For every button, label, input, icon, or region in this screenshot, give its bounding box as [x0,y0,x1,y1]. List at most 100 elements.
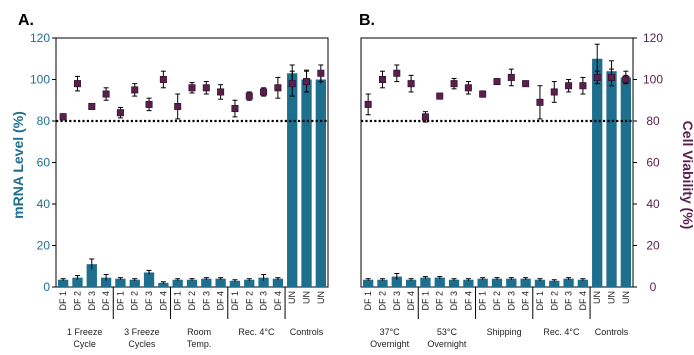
viability-marker [102,90,110,98]
panel-a-label: A. [18,12,34,29]
group-label: Shipping [487,327,522,337]
x-tick-label: DF 4 [273,291,283,311]
panel-b: B. Cell Viability (%) 0 20 40 60 80 100 120 DF … [359,12,694,349]
x-tick-label: DF 2 [377,291,387,311]
group-label: 53°C [437,327,458,337]
y-tick-label-left: 20 [37,239,51,253]
mrna-bar [129,279,140,287]
y-axis-title-right: Cell Viability (%) [680,121,694,230]
group-label: Temp. [187,339,212,349]
x-tick-label: DF 4 [521,291,531,311]
mrna-bar [491,278,503,287]
viability-marker [145,100,153,108]
y-tick-label-right: 40 [646,197,660,211]
x-tick-label: DF 1 [363,291,373,311]
x-tick-label: DF 2 [72,291,82,311]
x-tick-label: DF 2 [549,291,559,311]
panel-a-plot: 0 20 40 60 80 100 120 DF 1 DF 2 DF 3 DF 4 DF 1 DF 2 D… [30,31,329,349]
viability-marker [217,88,225,96]
mrna-bar [405,279,417,287]
x-tick-label: DF 2 [244,291,254,311]
viability-marker [260,88,268,96]
group-label: 37°C [380,327,401,337]
y-tick-label-right: 60 [646,156,660,170]
mrna-bar [315,79,326,287]
group-label: Controls [595,327,629,337]
y-tick-label-right: 20 [646,239,660,253]
mrna-bar [549,280,560,287]
mrna-bar [115,278,126,287]
viability-marker [565,82,573,90]
y-tick-label-right: 100 [643,73,663,87]
x-tick-label: DF 3 [144,291,154,311]
x-tick-label: DF 3 [259,291,269,311]
mrna-bar [172,279,183,287]
x-tick-label: DF 1 [58,291,68,311]
viability-marker [174,102,182,110]
mrna-bar [86,264,97,287]
mrna-bar [448,279,460,287]
mrna-bar [477,278,488,287]
y-tick-label-left: 120 [30,31,50,45]
x-tick-label: DF 1 [115,291,125,311]
viability-marker [245,92,253,100]
x-tick-label: UN [607,291,617,304]
y-tick-label-right: 120 [643,31,663,45]
x-tick-label: DF 3 [449,291,459,311]
group-label: Room [187,327,211,337]
group-label: Cycle [73,339,96,349]
mrna-bar [520,278,531,287]
mrna-bar [158,282,169,287]
y-tick-label-left: 40 [37,197,51,211]
y-tick-label-right: 0 [650,280,657,294]
mrna-bar [201,278,212,287]
mrna-bar [58,279,69,287]
viability-marker [479,90,487,98]
mrna-bar [272,278,284,287]
viability-marker [536,98,544,106]
mrna-bar [100,277,112,287]
viability-marker [393,69,401,77]
viability-marker [116,109,124,117]
x-tick-label: UN [592,291,602,304]
viability-marker [464,84,472,92]
x-tick-label: UN [287,291,297,304]
group-label: Cycles [128,339,156,349]
mrna-bar [72,277,83,287]
group-label: 1 Freeze [67,327,103,337]
mrna-bar [186,279,198,287]
mrna-bar [420,277,431,287]
y-tick-label-left: 60 [37,156,51,170]
mrna-bar [215,278,226,287]
x-tick-label: DF 4 [158,291,168,311]
group-label: Controls [290,327,324,337]
group-label: 3 Freeze [124,327,160,337]
x-tick-label: DF 4 [406,291,416,311]
mrna-bar [506,278,517,287]
panel-b-label: B. [359,12,375,29]
mrna-bar [606,71,617,287]
viability-marker [59,113,67,121]
viability-marker [88,102,96,110]
panel-a: A. mRNA Level (%) 0 20 40 60 80 100 120 DF 1 DF … [10,12,329,349]
mrna-bar [377,279,388,287]
x-tick-label: DF 3 [392,291,402,311]
mrna-bar [301,79,312,287]
mrna-bar [143,272,155,287]
y-tick-label-right: 80 [646,114,660,128]
viability-marker [622,76,630,84]
viability-marker [231,105,239,113]
viability-marker [522,80,530,88]
mrna-bar [229,280,241,287]
x-tick-label: DF 1 [535,291,545,311]
y-tick-label-left: 80 [37,114,51,128]
x-tick-label: DF 4 [101,291,111,311]
mrna-bar [620,77,631,287]
viability-marker [550,88,558,96]
y-axis-title-left: mRNA Level (%) [10,111,26,219]
x-tick-label: DF 3 [87,291,97,311]
viability-marker [274,84,282,92]
mrna-bar [577,279,589,287]
x-tick-label: DF 3 [506,291,516,311]
mrna-bar [258,277,269,287]
